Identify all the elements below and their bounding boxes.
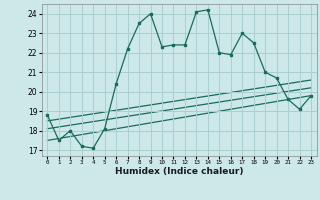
X-axis label: Humidex (Indice chaleur): Humidex (Indice chaleur) (115, 167, 244, 176)
